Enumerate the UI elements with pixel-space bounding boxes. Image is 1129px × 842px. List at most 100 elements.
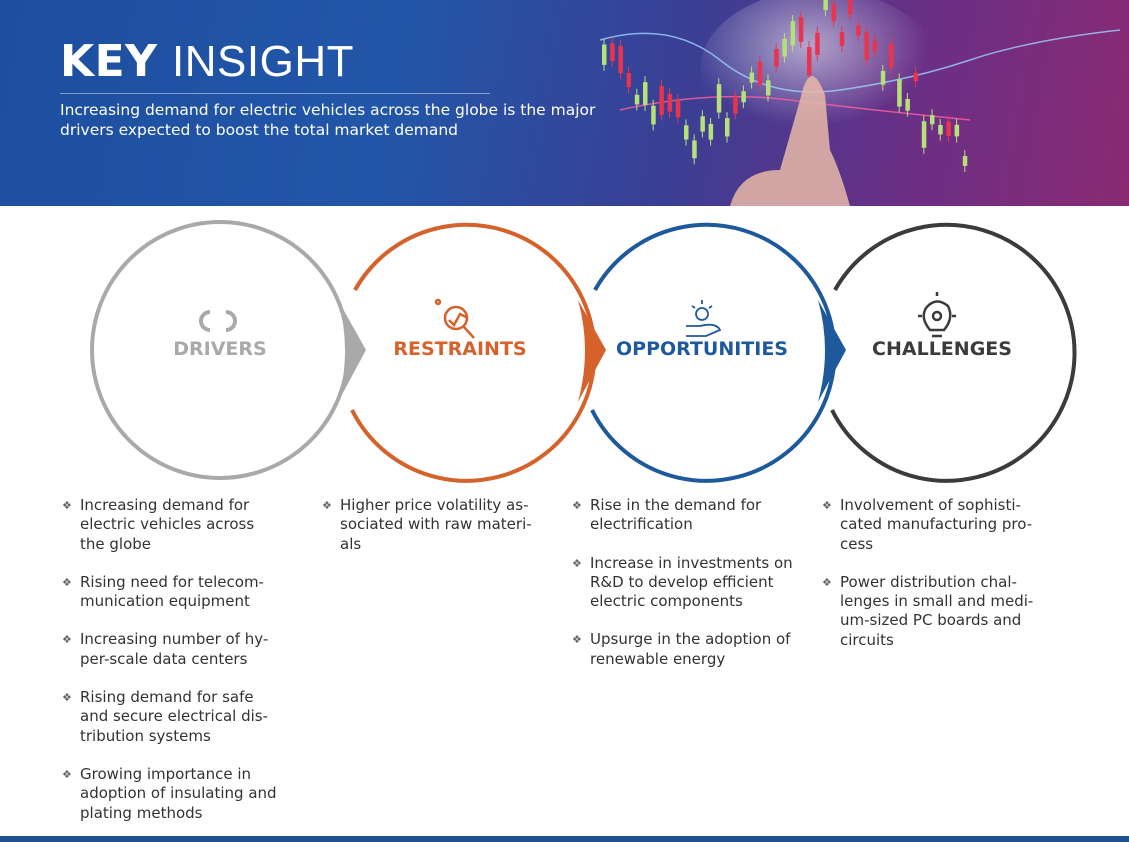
bullet-icon: ❖	[572, 499, 582, 512]
candle-body	[757, 61, 763, 85]
candle-body	[889, 43, 894, 68]
candle-body	[643, 82, 648, 105]
candle-body	[954, 124, 960, 137]
candle-body	[774, 48, 779, 67]
restraints-label: RESTRAINTS	[393, 338, 527, 360]
list-item-text: Rise in the demand for electrification	[590, 496, 762, 534]
candle-body	[880, 70, 886, 85]
list-item: ❖ Involvement of sophisti- cated manufact…	[822, 496, 1033, 554]
candle-body	[766, 80, 771, 96]
list-item: ❖ Increase in investments on R&D to devel…	[572, 554, 793, 612]
challenges-circle	[830, 222, 1077, 483]
opportunities-list: ❖ Rise in the demand for electrification ❖…	[572, 496, 793, 688]
candle-body	[962, 156, 968, 166]
four-stage-diagram	[90, 220, 1077, 483]
list-item: ❖ Power distribution chal- lenges in smal…	[822, 573, 1033, 650]
drivers-arrow	[338, 300, 366, 402]
bullet-icon: ❖	[822, 499, 832, 512]
cycle-arrows-icon	[199, 310, 237, 332]
candle-body	[872, 40, 878, 52]
candlestick-chart-image	[599, 0, 1121, 206]
list-item: ❖ Growing importance in adoption of insul…	[62, 765, 277, 823]
bullet-icon: ❖	[62, 767, 72, 781]
candle-body	[749, 72, 755, 83]
restraints-list: ❖ Higher price volatility as- sociated wi…	[322, 496, 532, 573]
bullet-icon: ❖	[572, 556, 582, 570]
candle-body	[684, 125, 689, 140]
page-title: KEY INSIGHT	[60, 36, 354, 87]
bullet-icon: ❖	[62, 499, 72, 512]
header-banner: KEY INSIGHT Increasing demand for electr…	[0, 0, 1129, 206]
candle-body	[716, 84, 722, 113]
candle-body	[897, 79, 902, 107]
title-divider	[60, 93, 490, 94]
candle-body	[725, 118, 730, 137]
candle-body	[610, 43, 615, 62]
list-item-text: Increasing demand for electric vehicles …	[80, 496, 255, 553]
title-bold: KEY	[60, 36, 158, 87]
candle-body	[905, 98, 910, 111]
list-item-text: Higher price volatility as- sociated wit…	[340, 496, 532, 553]
candle-body	[700, 116, 705, 132]
list-item: ❖ Rising need for telecom- munication equ…	[62, 573, 277, 612]
candle-body	[831, 4, 837, 22]
candle-body	[733, 96, 738, 114]
candle-body	[807, 47, 812, 76]
list-item-text: Growing importance in adoption of insula…	[80, 764, 277, 822]
challenges-label: CHALLENGES	[872, 338, 1012, 360]
candle-body	[741, 91, 746, 103]
candle-body	[790, 21, 796, 46]
candle-body	[823, 0, 828, 11]
magnifier-chart-icon	[434, 298, 475, 339]
list-item-text: Increasing number of hy- per-scale data …	[80, 630, 269, 668]
bullet-icon: ❖	[572, 633, 582, 647]
list-item-text: Upsurge in the adoption of renewable ene…	[590, 630, 791, 668]
bullet-icon: ❖	[322, 499, 332, 512]
candle-body	[798, 16, 804, 42]
list-item: ❖ Increasing number of hy- per-scale data…	[62, 630, 277, 669]
candle-body	[815, 32, 820, 55]
candle-body	[626, 72, 632, 88]
candle-body	[921, 121, 927, 148]
list-item-text: Power distribution chal- lenges in small…	[840, 572, 1034, 649]
footer-line	[0, 836, 1129, 842]
candle-body	[708, 123, 714, 140]
candle-body	[839, 32, 845, 46]
lightbulb-gear-icon	[918, 292, 956, 338]
candle-body	[856, 25, 861, 36]
bullet-icon: ❖	[62, 575, 72, 589]
key-insight-text: Increasing demand for electric vehicles …	[60, 101, 596, 139]
title-light: INSIGHT	[172, 37, 354, 86]
candle-body	[667, 93, 673, 112]
list-item: ❖ Rising demand for safe and secure elect…	[62, 688, 277, 746]
drivers-list: ❖ Increasing demand for electric vehicles…	[62, 496, 277, 842]
candle-body	[618, 45, 623, 74]
list-item-text: Rising need for telecom- munication equi…	[80, 572, 264, 611]
candle-body	[913, 72, 919, 82]
candle-body	[659, 86, 664, 115]
candle-body	[848, 0, 853, 15]
list-item: ❖ Higher price volatility as- sociated wi…	[322, 496, 532, 554]
candle-body	[651, 105, 656, 125]
candle-body	[930, 115, 935, 125]
list-item-text: Increase in investments on R&D to develo…	[590, 553, 793, 611]
bullet-icon: ❖	[62, 633, 72, 647]
list-item: ❖ Rise in the demand for electrification	[572, 496, 793, 535]
drivers-label: DRIVERS	[173, 338, 267, 360]
candle-body	[692, 140, 697, 159]
list-item-text: Rising demand for safe and secure electr…	[80, 688, 268, 745]
candle-body	[602, 44, 607, 65]
list-item: ❖ Increasing demand for electric vehicles…	[62, 496, 277, 554]
challenges-list: ❖ Involvement of sophisti- cated manufact…	[822, 496, 1033, 669]
candle-body	[782, 38, 787, 57]
opportunities-label: OPPORTUNITIES	[616, 338, 788, 360]
opportunities-arrow	[818, 300, 846, 402]
hand-idea-icon	[686, 300, 722, 337]
restraints-arrow	[578, 300, 606, 402]
candle-body	[938, 124, 943, 135]
list-item: ❖ Upsurge in the adoption of renewable en…	[572, 630, 793, 669]
candle-body	[634, 94, 640, 105]
candle-body	[864, 32, 869, 60]
bullet-icon: ❖	[62, 691, 72, 705]
candle-body	[675, 100, 681, 118]
